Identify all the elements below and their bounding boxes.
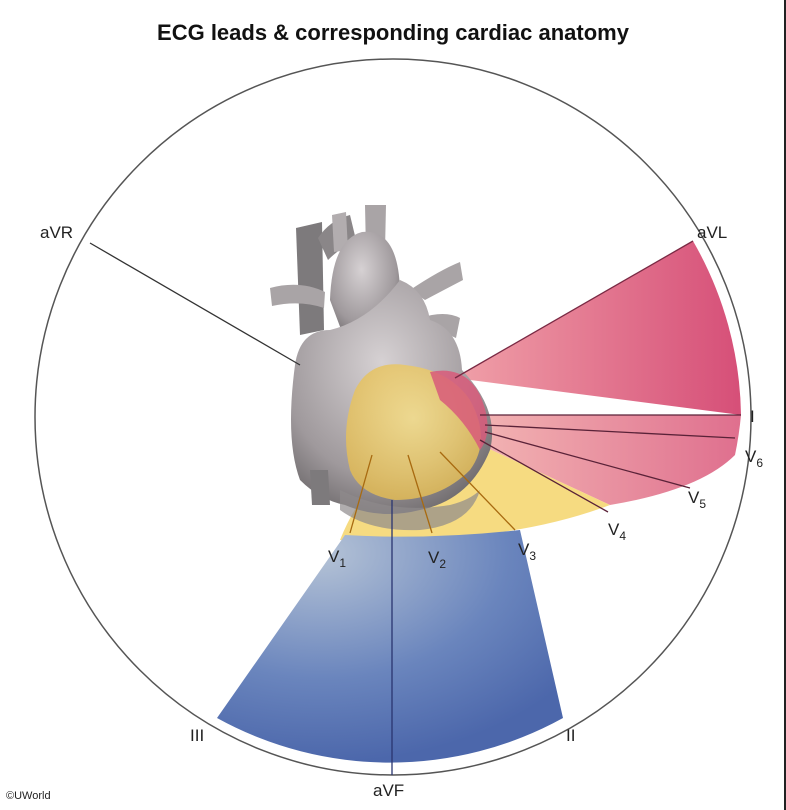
lead-line-v1 [349, 454, 373, 534]
lead-line-v5 [484, 431, 691, 489]
label-ii: II [566, 726, 575, 745]
lateral-precordial-sector [470, 415, 741, 505]
lateral-sector [455, 241, 741, 415]
heart-illustration [270, 205, 493, 531]
lead-line-v2 [407, 454, 433, 534]
label-iii: III [190, 726, 204, 745]
label-v1: V1 [328, 547, 346, 570]
lead-line-v3 [439, 451, 516, 531]
lead-line-v4 [479, 439, 609, 513]
label-avf: aVF [373, 781, 404, 800]
label-v4: V4 [608, 520, 626, 543]
label-avr: aVR [40, 223, 73, 242]
lead-line-avr [89, 242, 301, 366]
label-v3: V3 [518, 540, 536, 563]
diagram-title: ECG leads & corresponding cardiac anatom… [157, 20, 629, 45]
lead-circle [34, 58, 752, 776]
lead-labels: aVR aVL I V6 V5 V4 V3 V2 V1 II III aVF [40, 223, 763, 800]
frame-right-border [784, 0, 786, 810]
label-i: I [750, 407, 755, 426]
lead-line-v6 [484, 424, 736, 439]
lead-lines [89, 240, 741, 775]
label-v2: V2 [428, 548, 446, 571]
label-v6: V6 [745, 447, 763, 470]
copyright-text: ©UWorld [6, 790, 51, 802]
lead-line-avl [454, 240, 694, 379]
label-avl: aVL [697, 223, 727, 242]
label-v5: V5 [688, 488, 706, 511]
inferior-sector [217, 530, 563, 763]
